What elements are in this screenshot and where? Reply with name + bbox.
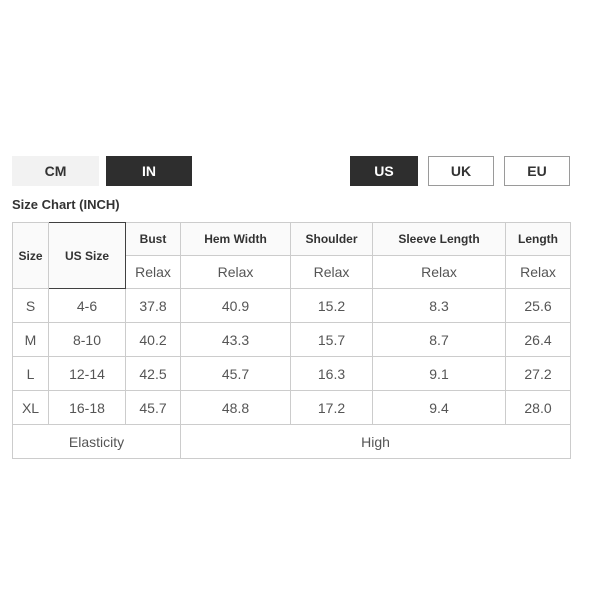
us-size-cell: 16-18: [48, 390, 126, 425]
toggle-row: CM IN US UK EU: [12, 156, 570, 186]
region-us-button[interactable]: US: [350, 156, 418, 186]
bust-cell: 45.7: [125, 390, 181, 425]
size-chart-table: Size US Size Bust Hem Width Shoulder Sle…: [12, 222, 571, 459]
unit-cm-button[interactable]: CM: [12, 156, 99, 186]
size-cell: XL: [12, 390, 49, 425]
length-cell: 28.0: [505, 390, 571, 425]
size-chart-panel: CM IN US UK EU Size Chart (INCH) Size US…: [12, 156, 571, 459]
elasticity-value-cell: High: [180, 424, 571, 459]
size-cell: M: [12, 322, 49, 357]
shoulder-cell: 15.7: [290, 322, 373, 357]
sleeve-length-cell: 8.3: [372, 288, 506, 323]
sleeve-length-cell: 9.1: [372, 356, 506, 391]
unit-in-button[interactable]: IN: [106, 156, 192, 186]
shoulder-cell: 17.2: [290, 390, 373, 425]
table-row-l: L 12-14 42.5 45.7 16.3 9.1 27.2: [12, 356, 571, 391]
fit-cell-length: Relax: [505, 255, 571, 289]
bust-cell: 42.5: [125, 356, 181, 391]
us-size-cell: 4-6: [48, 288, 126, 323]
header-cell-size: Size: [12, 222, 49, 289]
header-row-fit: Relax Relax Relax Relax Relax: [13, 255, 571, 289]
header-cell-us-size: US Size: [48, 222, 126, 289]
sleeve-length-cell: 8.7: [372, 322, 506, 357]
bust-cell: 37.8: [125, 288, 181, 323]
header-cell-bust: Bust: [125, 222, 181, 256]
fit-cell-bust: Relax: [125, 255, 181, 289]
us-size-cell: 8-10: [48, 322, 126, 357]
header-row-measures: Size US Size Bust Hem Width Shoulder Sle…: [12, 222, 571, 289]
hem-width-cell: 43.3: [180, 322, 291, 357]
table-row-elasticity: Elasticity High: [12, 424, 571, 459]
unit-toggle-group: CM IN: [12, 156, 192, 186]
region-toggle-group: US UK EU: [350, 156, 570, 186]
size-chart-title: Size Chart (INCH): [12, 197, 120, 212]
header-cell-shoulder: Shoulder: [290, 222, 373, 256]
fit-cell-hem-width: Relax: [180, 255, 291, 289]
length-cell: 25.6: [505, 288, 571, 323]
table-row-xl: XL 16-18 45.7 48.8 17.2 9.4 28.0: [12, 390, 571, 425]
header-cell-length: Length: [505, 222, 571, 256]
hem-width-cell: 48.8: [180, 390, 291, 425]
bust-cell: 40.2: [125, 322, 181, 357]
sleeve-length-cell: 9.4: [372, 390, 506, 425]
size-cell: L: [12, 356, 49, 391]
hem-width-cell: 40.9: [180, 288, 291, 323]
table-row-m: M 8-10 40.2 43.3 15.7 8.7 26.4: [12, 322, 571, 357]
shoulder-cell: 15.2: [290, 288, 373, 323]
length-cell: 26.4: [505, 322, 571, 357]
hem-width-cell: 45.7: [180, 356, 291, 391]
shoulder-cell: 16.3: [290, 356, 373, 391]
fit-cell-sleeve-length: Relax: [372, 255, 506, 289]
length-cell: 27.2: [505, 356, 571, 391]
table-row-s: S 4-6 37.8 40.9 15.2 8.3 25.6: [12, 288, 571, 323]
size-cell: S: [12, 288, 49, 323]
region-eu-button[interactable]: EU: [504, 156, 570, 186]
region-uk-button[interactable]: UK: [428, 156, 494, 186]
header-cell-hem-width: Hem Width: [180, 222, 291, 256]
us-size-cell: 12-14: [48, 356, 126, 391]
header-cell-sleeve-length: Sleeve Length: [372, 222, 506, 256]
fit-cell-shoulder: Relax: [290, 255, 373, 289]
elasticity-label-cell: Elasticity: [12, 424, 181, 459]
